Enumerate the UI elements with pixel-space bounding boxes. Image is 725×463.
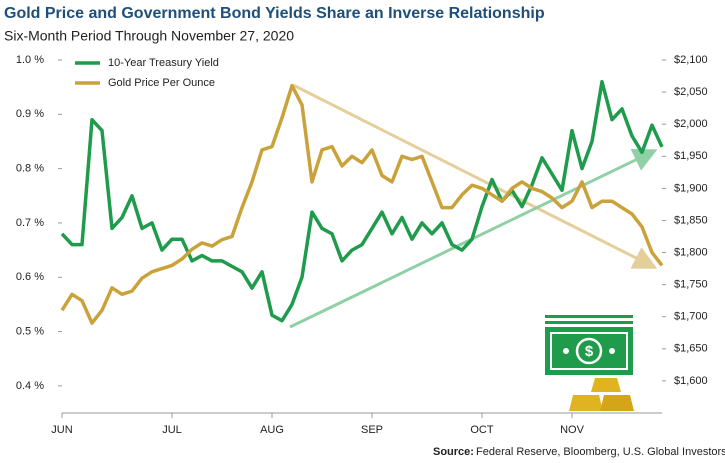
y2-tick-label: $2,050 [674, 86, 708, 98]
legend-label: 10-Year Treasury Yield [108, 57, 219, 69]
y2-tick-label: $1,950 [674, 150, 708, 162]
x-tick-label: AUG [260, 424, 284, 436]
x-tick-label: NOV [560, 424, 585, 436]
chart-title: Gold Price and Government Bond Yields Sh… [4, 5, 545, 22]
y2-tick-label: $2,100 [674, 54, 708, 66]
y-tick-label: 0.9 % [16, 108, 44, 120]
y2-tick-label: $1,900 [674, 182, 708, 194]
y2-tick-label: $1,700 [674, 311, 708, 323]
legend-label: Gold Price Per Ounce [108, 77, 215, 89]
source: Federal Reserve, Bloomberg, U.S. Global … [476, 446, 725, 458]
y-tick-label: 0.7 % [16, 217, 44, 229]
x-tick-label: JUL [162, 424, 182, 436]
series-line [60, 79, 664, 323]
y2-tick-label: $1,850 [674, 214, 708, 226]
y-tick-label: 0.5 % [16, 325, 44, 337]
x-tick-label: JUN [51, 424, 72, 436]
chart-subtitle: Six-Month Period Through November 27, 20… [4, 28, 294, 44]
x-tick-label: OCT [470, 424, 494, 436]
y2-tick-label: $2,000 [674, 118, 708, 130]
source-label: Source: [433, 446, 474, 458]
y2-tick-label: $1,750 [674, 279, 708, 291]
money-icon: $ [545, 315, 634, 411]
y-tick-label: 1.0 % [16, 54, 44, 66]
y-tick-label: 0.8 % [16, 163, 44, 175]
y-tick-label: 0.4 % [16, 380, 44, 392]
y2-tick-label: $1,600 [674, 375, 708, 387]
y2-tick-label: $1,800 [674, 246, 708, 258]
y2-tick-label: $1,650 [674, 343, 708, 355]
series-line [60, 83, 664, 325]
svg-text:$: $ [585, 343, 594, 360]
x-tick-label: SEP [361, 424, 383, 436]
trend-arrow [292, 83, 658, 269]
y-tick-label: 0.6 % [16, 271, 44, 283]
